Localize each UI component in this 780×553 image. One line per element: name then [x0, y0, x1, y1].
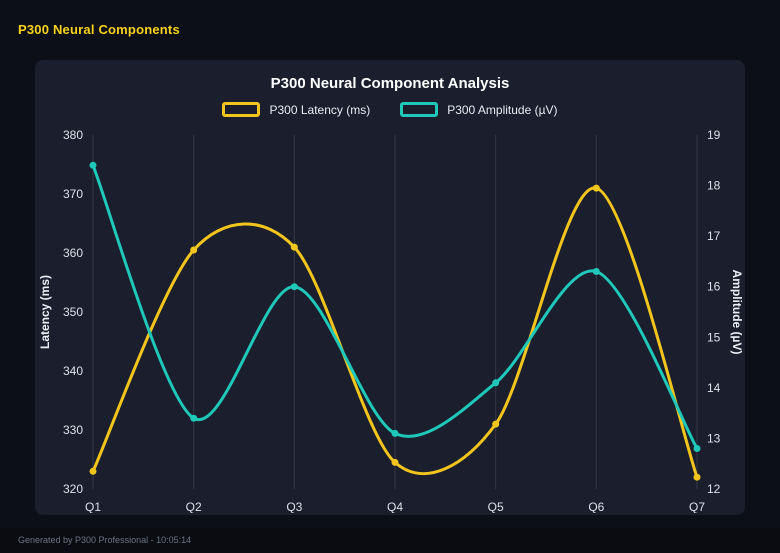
legend-item-amplitude[interactable]: P300 Amplitude (µV) [400, 102, 558, 117]
chart-title: P300 Neural Component Analysis [270, 75, 510, 92]
data-point[interactable] [89, 467, 97, 475]
chart-panel: P300 Neural Component Analysis P300 Late… [35, 60, 745, 515]
x-axis-tick: Q4 [387, 500, 403, 513]
data-point[interactable] [592, 268, 600, 275]
left-axis-tick: 360 [63, 246, 83, 260]
data-point[interactable] [89, 161, 97, 169]
latency-legend-swatch [222, 102, 261, 117]
left-axis-tick: 380 [63, 128, 83, 142]
right-axis-tick: 13 [707, 431, 721, 445]
right-axis-tick: 16 [707, 280, 721, 294]
chart-legend: P300 Latency (ms) P300 Amplitude (µV) [35, 102, 745, 117]
x-axis-tick: Q6 [588, 500, 604, 513]
right-axis-title: Amplitude (µV) [730, 270, 744, 355]
right-axis-tick: 17 [707, 229, 721, 243]
data-point[interactable] [592, 184, 600, 192]
footer-bar: Generated by P300 Professional - 10:05:1… [0, 528, 780, 553]
page-title: P300 Neural Components [18, 22, 180, 37]
amplitude-legend-swatch [400, 102, 439, 117]
left-axis-tick: 340 [63, 364, 83, 378]
data-point[interactable] [492, 379, 500, 387]
right-axis-tick: 18 [707, 179, 721, 193]
left-axis-tick: 320 [63, 482, 83, 496]
data-point[interactable] [290, 283, 298, 291]
x-axis-tick: Q3 [286, 500, 302, 513]
line-chart: 320 330 340 350 360 370 380 12 13 14 15 16 17 18 19 Q1 Q… [38, 128, 744, 513]
x-axis-tick: Q5 [488, 500, 504, 513]
footer-text: Generated by P300 Professional - 10:05:1… [18, 535, 192, 545]
data-point[interactable] [693, 473, 701, 481]
left-axis-tick: 370 [63, 187, 83, 201]
data-point[interactable] [290, 243, 298, 251]
x-axis-tick: Q2 [186, 500, 202, 513]
amplitude-legend-label: P300 Amplitude (µV) [447, 102, 558, 117]
data-point[interactable] [391, 458, 399, 466]
x-axis-tick: Q7 [689, 500, 705, 513]
left-axis-tick: 350 [63, 305, 83, 319]
data-point[interactable] [190, 246, 198, 254]
data-point[interactable] [693, 445, 701, 452]
right-axis-tick: 14 [707, 381, 721, 395]
data-point[interactable] [190, 414, 198, 422]
left-axis-title: Latency (ms) [38, 275, 52, 349]
latency-legend-label: P300 Latency (ms) [269, 102, 371, 117]
data-point[interactable] [492, 420, 500, 428]
right-axis-tick: 12 [707, 482, 721, 496]
left-axis-tick: 330 [63, 423, 83, 437]
right-axis-tick: 19 [707, 128, 721, 142]
x-axis-tick: Q1 [85, 500, 101, 513]
right-axis-tick: 15 [707, 330, 721, 344]
data-point[interactable] [391, 429, 399, 437]
legend-item-latency[interactable]: P300 Latency (ms) [222, 102, 370, 117]
